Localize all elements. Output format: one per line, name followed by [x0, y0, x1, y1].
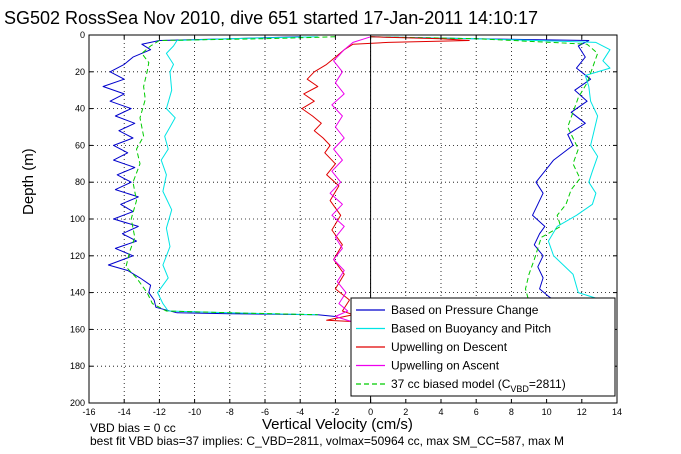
series-buoyancy_ascent: [352, 36, 611, 323]
series-pressure_ascent: [352, 36, 592, 323]
x-tick-label: 14: [612, 407, 622, 417]
series-buoyancy_descent: [157, 36, 318, 316]
x-tick-label: -8: [226, 407, 234, 417]
x-tick-label: -16: [82, 407, 95, 417]
legend-label: Based on Pressure Change: [391, 303, 539, 317]
y-tick-label: 100: [70, 214, 85, 224]
x-tick-label: 4: [438, 407, 443, 417]
x-tick-label: -12: [153, 407, 166, 417]
y-tick-label: 160: [70, 324, 85, 334]
y-tick-label: 80: [75, 177, 85, 187]
y-tick-label: 140: [70, 288, 85, 298]
vbd-bias-note: VBD bias = 0 cc: [90, 421, 176, 435]
y-tick-label: 180: [70, 361, 85, 371]
x-tick-label: 6: [474, 407, 479, 417]
series-layer: [102, 36, 611, 323]
y-tick-label: 200: [70, 398, 85, 408]
x-tick-label: 10: [542, 407, 552, 417]
legend: Based on Pressure Change Based on Buoyanc…: [350, 297, 616, 397]
chart-title: SG502 RossSea Nov 2010, dive 651 started…: [4, 8, 539, 28]
x-tick-label: 0: [368, 407, 373, 417]
legend-box: [350, 297, 616, 397]
y-tick-label: 40: [75, 104, 85, 114]
legend-label: 37 cc biased model (CVBD=2811): [391, 377, 566, 394]
best-fit-note: best fit VBD bias=37 implies: C_VBD=2811…: [90, 434, 564, 448]
legend-label: Based on Buoyancy and Pitch: [391, 322, 551, 336]
x-tick-label: -2: [331, 407, 339, 417]
x-tick-label: 8: [509, 407, 514, 417]
series-model_ascent: [352, 36, 599, 323]
axes: -16 -14 -12 -10 -8 -6 -4 -2 0 2 4 6 8 10 12 14020406080…: [70, 30, 622, 417]
legend-label: Upwelling on Ascent: [391, 359, 500, 373]
x-tick-label: 2: [403, 407, 408, 417]
series-upwelling_descent: [301, 36, 470, 323]
x-tick-label: -6: [261, 407, 269, 417]
legend-label: Upwelling on Descent: [391, 340, 508, 354]
y-tick-label: 60: [75, 140, 85, 150]
x-axis-label: Vertical Velocity (cm/s): [262, 416, 413, 433]
x-tick-label: -4: [296, 407, 304, 417]
x-tick-label: -10: [188, 407, 201, 417]
x-tick-label: 12: [577, 407, 587, 417]
y-tick-label: 0: [80, 30, 85, 40]
series-upwelling_ascent: [329, 36, 371, 323]
x-tick-label: -14: [118, 407, 131, 417]
series-model_descent: [125, 36, 336, 316]
y-tick-label: 20: [75, 67, 85, 77]
y-tick-label: 120: [70, 251, 85, 261]
series-pressure_descent: [102, 36, 336, 317]
